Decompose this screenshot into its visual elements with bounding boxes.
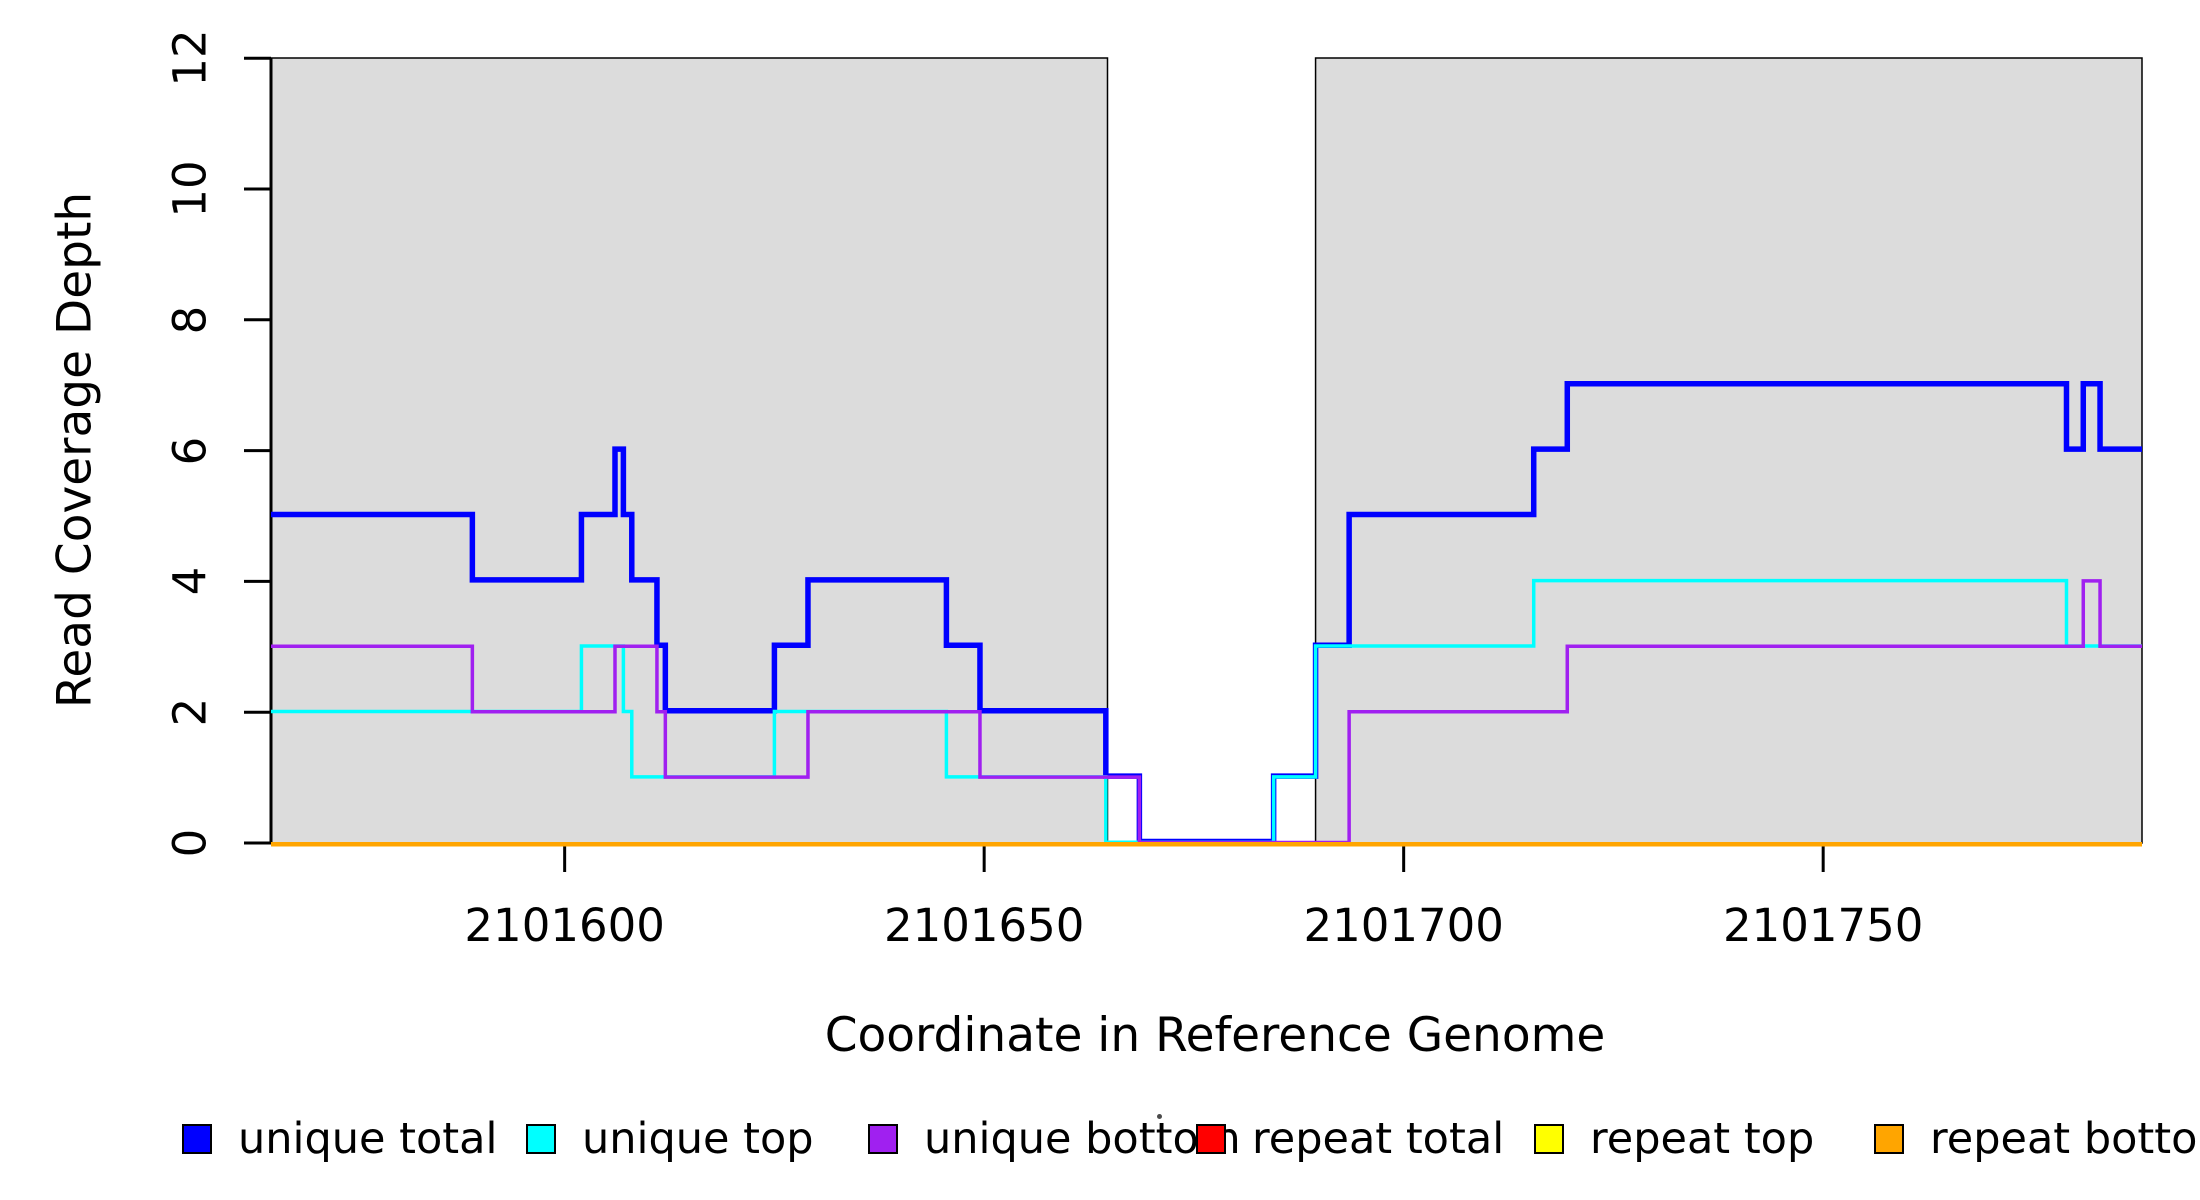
legend-item-repeat-top: repeat top [1534,1114,1814,1164]
x-axis-title: Coordinate in Reference Genome [824,1008,1606,1063]
y-axis-title: Read Coverage Depth [47,191,103,709]
y-tick-label: 12 [163,29,217,87]
legend-item-unique-bottom: unique bottom [868,1114,1241,1164]
shaded-region-0 [270,57,1109,844]
y-tick-label: 2 [163,697,217,727]
x-tick-label: 2101750 [1722,899,1924,952]
unique-top-swatch-icon [526,1124,556,1154]
legend-label: repeat top [1590,1114,1815,1164]
legend-label: unique bottom [924,1114,1241,1164]
legend-item-unique-total: unique total [182,1114,497,1164]
shaded-region-1 [1314,57,2143,844]
repeat-bottom-swatch-icon [1874,1124,1904,1154]
legend-label: repeat bottom [1930,1114,2200,1164]
y-tick-label: 0 [163,828,217,858]
legend-label: unique total [238,1114,498,1164]
unique-total-swatch-icon [182,1124,212,1154]
legend-item-repeat-bottom: repeat bottom [1874,1114,2200,1164]
series-line-unique-bottom [271,579,2142,845]
unique-bottom-swatch-icon [868,1124,898,1154]
repeat-total-swatch-icon [1196,1124,1226,1154]
y-tick-label: 6 [163,436,217,465]
y-tick-label: 10 [163,160,217,218]
legend-label: repeat total [1252,1114,1505,1164]
x-tick-label: 2101700 [1303,899,1504,952]
repeat-top-swatch-icon [1534,1124,1564,1154]
y-tick-label: 8 [163,305,217,335]
legend-item-unique-top: unique top [526,1114,814,1164]
series-line-unique-total [271,380,2142,845]
x-tick-label: 2101600 [464,899,665,952]
stray-dot [1157,1114,1162,1119]
legend-label: unique top [582,1114,814,1164]
legend-item-repeat-total: repeat total [1196,1114,1504,1164]
x-tick-label: 2101650 [883,899,1085,952]
y-tick-label: 4 [163,567,217,596]
